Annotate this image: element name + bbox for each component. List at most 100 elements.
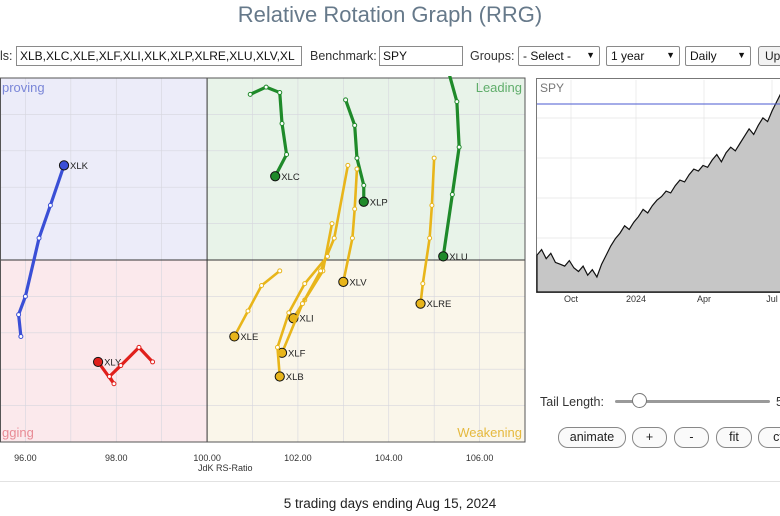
tail-point <box>274 344 280 350</box>
tail-point <box>106 373 112 379</box>
symbols-label: ls: <box>0 49 13 63</box>
tail-xlv[interactable]: XLV <box>338 166 368 288</box>
tail-length-slider[interactable] <box>615 393 770 408</box>
tail-point <box>456 144 462 150</box>
tail-point <box>354 166 360 172</box>
tail-xlp[interactable]: XLP <box>343 97 388 208</box>
symbols-input[interactable]: XLB,XLC,XLE,XLF,XLI,XLK,XLP,XLRE,XLU,XLV… <box>16 46 302 66</box>
benchmark-price-area <box>536 93 780 293</box>
tail-label: XLRE <box>427 299 452 310</box>
tail-point <box>345 162 351 168</box>
tail-label: XLB <box>286 372 304 383</box>
tail-xlb[interactable]: XLB <box>274 253 330 383</box>
tail-point <box>36 235 42 241</box>
plot-frame <box>0 77 526 443</box>
quadrant-improving <box>0 78 208 260</box>
tail-head[interactable] <box>229 331 240 342</box>
tail-line <box>17 163 66 339</box>
frequency-select-value: Daily <box>690 49 717 63</box>
benchmark-symbol: SPY <box>540 81 564 95</box>
tail-point <box>331 235 337 241</box>
tail-head[interactable] <box>92 356 104 368</box>
groups-select[interactable]: - Select - ▼ <box>518 46 600 66</box>
tail-xlk[interactable]: XLK <box>16 160 89 339</box>
tail-line <box>96 345 155 386</box>
quadrant-label-lagging: gging <box>2 425 34 440</box>
rrg-chart[interactable]: proving Leading gging Weakening 96.00 98.… <box>0 76 530 481</box>
tail-line <box>342 167 359 284</box>
tail-label: XLY <box>104 357 122 368</box>
frequency-select[interactable]: Daily ▼ <box>685 46 751 66</box>
tail-xly[interactable]: XLY <box>92 344 156 387</box>
period-select-value: 1 year <box>611 49 645 63</box>
tail-head[interactable] <box>270 171 281 182</box>
benchmark-x-tick-label: Oct <box>564 294 579 304</box>
benchmark-label: Benchmark: <box>310 49 377 63</box>
tail-point <box>302 281 308 287</box>
benchmark-x-tick-label: 2024 <box>626 294 646 304</box>
x-tick-label: 100.00 <box>193 453 221 463</box>
x-axis-label: JdK RS-Ratio <box>198 463 253 473</box>
animate-button[interactable]: animate <box>558 427 626 448</box>
quadrant-label-weakening: Weakening <box>457 425 522 440</box>
tail-point <box>318 268 324 274</box>
tail-point <box>429 202 435 208</box>
tail-point <box>299 301 305 307</box>
chevron-down-icon: ▼ <box>737 50 746 60</box>
tail-point <box>427 235 433 241</box>
x-axis-ticks: 96.00 98.00 100.00 102.00 104.00 106.00 <box>14 453 493 463</box>
tail-point <box>111 381 117 387</box>
tail-point <box>352 122 358 128</box>
tail-head[interactable] <box>338 276 349 287</box>
sector-tails: XLK XLY XLC XLP XLU XLV XLRE XLI XLF XLB XLE <box>16 76 468 387</box>
tail-point <box>279 121 285 126</box>
tail-length-track <box>615 400 770 403</box>
tail-head[interactable] <box>58 160 70 171</box>
quadrant-label-leading: Leading <box>476 80 522 95</box>
quadrant-leading <box>207 78 526 260</box>
fit-button[interactable]: fit <box>716 427 752 448</box>
tail-line <box>233 269 282 338</box>
tail-length-value: 5 <box>776 395 780 409</box>
tail-point <box>352 206 358 212</box>
zoom-out-button[interactable]: - <box>674 427 709 448</box>
tail-point <box>263 84 269 90</box>
tail-xle[interactable]: XLE <box>229 268 283 343</box>
tail-point <box>150 359 156 365</box>
tail-length-thumb[interactable] <box>632 393 648 408</box>
zoom-in-button[interactable]: + <box>632 427 667 448</box>
tail-label: XLK <box>70 161 89 172</box>
benchmark-input[interactable]: SPY <box>379 46 463 66</box>
footer-divider <box>0 481 780 482</box>
tail-line <box>248 85 289 178</box>
tail-point <box>247 91 253 97</box>
tail-point <box>136 344 142 350</box>
benchmark-x-tick-label: Apr <box>697 294 711 304</box>
tail-head[interactable] <box>358 196 369 207</box>
tail-point <box>47 202 53 208</box>
tail-xlc[interactable]: XLC <box>247 84 300 183</box>
benchmark-chart: SPY Oct 2024 Apr Jul <box>536 78 780 304</box>
benchmark-x-ticks: Oct 2024 Apr Jul <box>564 294 778 304</box>
x-tick-label: 96.00 <box>14 453 37 463</box>
center-button[interactable]: ct <box>758 427 780 448</box>
tail-head[interactable] <box>415 298 426 309</box>
chevron-down-icon: ▼ <box>586 50 595 60</box>
update-button[interactable]: Up <box>758 46 780 66</box>
tail-point <box>431 155 437 161</box>
tail-point <box>245 308 251 314</box>
groups-select-value: - Select - <box>523 49 572 63</box>
tail-label: XLI <box>299 314 313 325</box>
tail-point <box>349 235 355 241</box>
tail-point <box>354 155 360 161</box>
x-tick-label: 102.00 <box>284 453 312 463</box>
tail-point <box>259 282 265 288</box>
tail-head[interactable] <box>438 251 449 262</box>
tail-xlu[interactable]: XLU <box>437 76 468 263</box>
tail-xlre[interactable]: XLRE <box>415 155 452 310</box>
tail-label: XLF <box>288 348 306 359</box>
period-select[interactable]: 1 year ▼ <box>606 46 680 66</box>
tail-head[interactable] <box>274 371 285 382</box>
tail-xlf[interactable]: XLF <box>276 162 351 359</box>
app-title: Relative Rotation Graph (RRG) <box>237 2 543 27</box>
